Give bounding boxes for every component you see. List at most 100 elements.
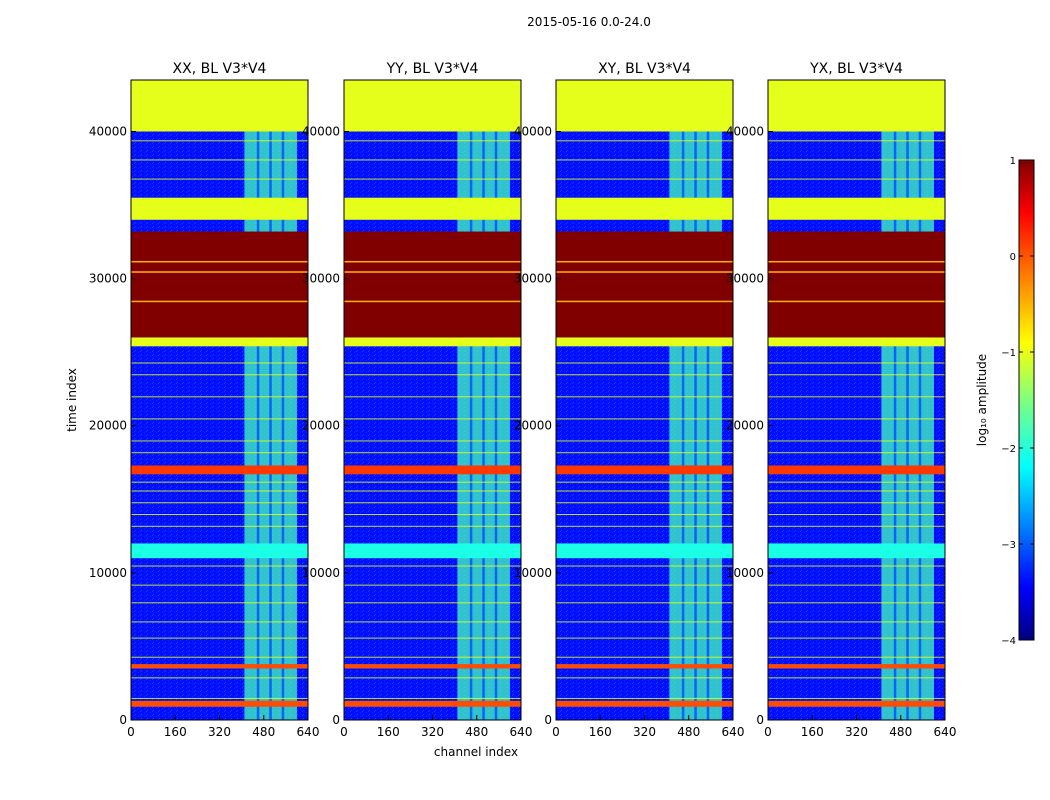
- flag-line: [768, 178, 945, 180]
- time-band: [344, 664, 521, 669]
- flag-line: [556, 525, 733, 527]
- flag-line: [131, 140, 308, 142]
- flag-line: [131, 271, 308, 273]
- time-band: [556, 197, 733, 220]
- colorbar-gradient: [1018, 159, 1035, 641]
- x-tick-label: 640: [510, 725, 533, 739]
- y-tick-label: 40000: [89, 124, 127, 138]
- flag-line: [556, 440, 733, 442]
- channel-gap: [494, 80, 498, 720]
- y-tick-label: 20000: [726, 419, 764, 433]
- flag-line: [131, 565, 308, 567]
- flag-line: [556, 396, 733, 398]
- time-band: [768, 197, 945, 220]
- x-tick-label: 640: [934, 725, 957, 739]
- flag-line: [768, 396, 945, 398]
- flag-line: [556, 452, 733, 454]
- flag-line: [344, 374, 521, 376]
- y-tick-label: 40000: [726, 124, 764, 138]
- flag-line: [556, 140, 733, 142]
- flag-line: [556, 637, 733, 639]
- flag-line: [344, 440, 521, 442]
- flag-line: [768, 490, 945, 492]
- y-tick-label: 10000: [726, 566, 764, 580]
- panel-title: XX, BL V3*V4: [173, 61, 267, 77]
- time-band: [131, 543, 308, 559]
- channel-gap: [694, 80, 697, 720]
- flag-line: [131, 697, 308, 699]
- flag-line: [768, 374, 945, 376]
- flag-line: [556, 481, 733, 483]
- panel-title: YY, BL V3*V4: [386, 61, 479, 77]
- flag-line: [131, 656, 308, 658]
- flag-line: [768, 584, 945, 586]
- x-tick-label: 480: [677, 725, 700, 739]
- flag-line: [768, 697, 945, 699]
- time-band: [131, 80, 308, 132]
- flag-line: [344, 656, 521, 658]
- flag-line: [768, 418, 945, 420]
- time-band: [768, 465, 945, 475]
- channel-gap: [893, 80, 897, 720]
- flag-line: [344, 490, 521, 492]
- flag-line: [768, 140, 945, 142]
- time-band: [768, 231, 945, 338]
- flag-line: [556, 490, 733, 492]
- x-tick-label: 480: [252, 725, 275, 739]
- time-band: [768, 543, 945, 559]
- flag-line: [344, 514, 521, 516]
- flag-line: [131, 300, 308, 303]
- time-band: [556, 231, 733, 338]
- time-band: [556, 700, 733, 707]
- time-band: [556, 664, 733, 669]
- flag-line: [556, 502, 733, 504]
- channel-gap: [281, 80, 285, 720]
- flag-line: [768, 621, 945, 623]
- y-tick-label: 0: [119, 713, 127, 727]
- x-tick-label: 0: [764, 725, 772, 739]
- flag-line: [556, 418, 733, 420]
- x-tick-label: 320: [208, 725, 231, 739]
- flag-line: [344, 584, 521, 586]
- time-band: [556, 465, 733, 475]
- x-tick-label: 640: [722, 725, 745, 739]
- time-band: [344, 543, 521, 559]
- flag-line: [768, 271, 945, 273]
- colorbar: 1 0 −1 −2 −3 −4 log₁₀ amplitude: [975, 156, 1035, 647]
- flag-line: [344, 697, 521, 699]
- time-band: [344, 700, 521, 707]
- x-tick-label: 0: [340, 725, 348, 739]
- y-tick-label: 20000: [514, 419, 552, 433]
- x-tick-label: 320: [633, 725, 656, 739]
- time-band: [131, 197, 308, 220]
- channel-gap: [269, 80, 272, 720]
- flag-line: [768, 440, 945, 442]
- flag-line: [556, 602, 733, 604]
- time-band: [131, 465, 308, 475]
- y-tick-label: 30000: [302, 272, 340, 286]
- flag-line: [556, 697, 733, 699]
- flag-line: [344, 300, 521, 303]
- figure-suptitle: 2015-05-16 0.0-24.0: [527, 15, 651, 29]
- flag-line: [131, 481, 308, 483]
- flag-line: [768, 637, 945, 639]
- flag-line: [131, 677, 308, 679]
- flag-line: [556, 260, 733, 263]
- time-band: [556, 337, 733, 347]
- flag-line: [131, 452, 308, 454]
- y-tick-label: 10000: [514, 566, 552, 580]
- flag-line: [768, 300, 945, 303]
- channel-gap: [256, 80, 260, 720]
- flag-line: [768, 602, 945, 604]
- flag-line: [344, 481, 521, 483]
- flag-line: [131, 525, 308, 527]
- panel-0: XX, BL V3*V4 0 160 320 480 640 0 10000 20000 3000…: [89, 61, 320, 739]
- flag-line: [344, 396, 521, 398]
- flag-line: [344, 452, 521, 454]
- colorbar-tick-label: −3: [1001, 540, 1016, 551]
- flag-line: [344, 677, 521, 679]
- y-tick-label: 0: [544, 713, 552, 727]
- flag-line: [556, 514, 733, 516]
- y-tick-label: 30000: [89, 272, 127, 286]
- flag-line: [556, 656, 733, 658]
